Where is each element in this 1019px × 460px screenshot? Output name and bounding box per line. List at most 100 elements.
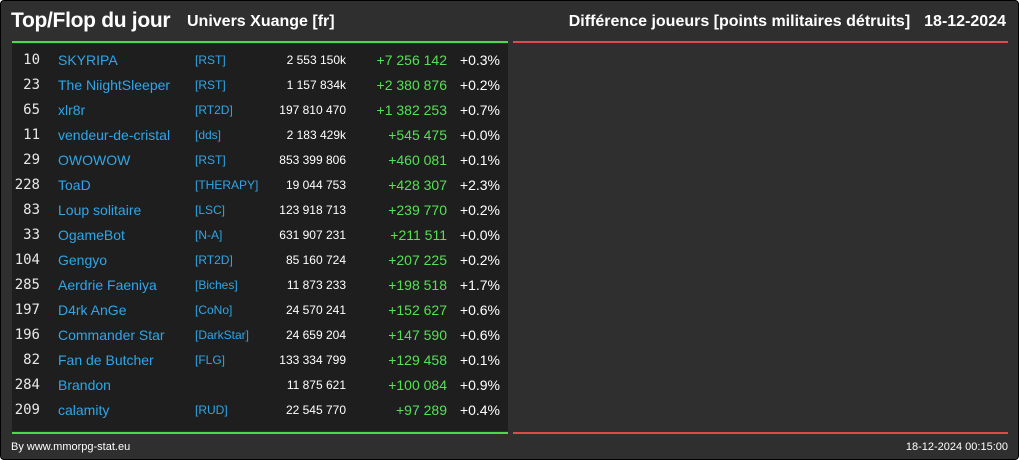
player-name-link[interactable]: The NiightSleeper [58, 77, 171, 93]
player-points: 22 545 770 [285, 403, 346, 417]
player-points: 11 873 233 [286, 278, 346, 292]
player-rank: 209 [14, 402, 40, 418]
points-difference: +198 518 [388, 277, 447, 293]
player-name-link[interactable]: Aerdrie Faeniya [58, 277, 157, 293]
table-row: 65 xlr8r [RT2D] 197 810 470 +1 382 253 +0.7% [12, 98, 508, 123]
player-points: 24 570 241 [285, 303, 346, 317]
alliance-tag-link[interactable]: [dds] [195, 128, 222, 142]
alliance-tag-link[interactable]: [RT2D] [195, 103, 233, 117]
player-points: 853 399 806 [279, 153, 346, 167]
player-points: 2 183 429k [286, 128, 346, 142]
points-difference: +152 627 [388, 302, 447, 318]
header-info: Différence joueurs [points militaires dé… [569, 13, 1006, 31]
footer-timestamp: 18-12-2024 00:15:00 [905, 441, 1008, 453]
percent-change: +0.6% [459, 327, 500, 343]
player-name-link[interactable]: Commander Star [58, 327, 165, 343]
player-points: 123 918 713 [279, 203, 346, 217]
player-points: 19 044 753 [285, 178, 346, 192]
player-rank: 284 [14, 377, 40, 393]
points-difference: +207 225 [388, 252, 447, 268]
player-rank: 228 [14, 177, 40, 193]
player-rank: 197 [14, 302, 40, 318]
player-points: 197 810 470 [279, 103, 346, 117]
bottom-divider-green [12, 432, 508, 434]
player-points: 1 157 834k [286, 78, 346, 92]
player-rank: 82 [23, 352, 40, 368]
alliance-tag-link[interactable]: [Biches] [195, 278, 238, 292]
percent-change: +0.9% [459, 377, 500, 393]
player-name-link[interactable]: ToaD [58, 177, 91, 193]
alliance-tag-link[interactable]: [RST] [195, 53, 226, 67]
alliance-tag-link[interactable]: [N-A] [195, 228, 223, 242]
alliance-tag-link[interactable]: [RST] [195, 78, 226, 92]
player-rank: 11 [23, 127, 40, 143]
alliance-tag-link[interactable]: [LSC] [195, 203, 226, 217]
player-name-link[interactable]: D4rk AnGe [58, 302, 127, 318]
player-name-link[interactable]: vendeur-de-cristal [58, 127, 171, 143]
points-difference: +1 382 253 [376, 102, 447, 118]
percent-change: +0.1% [459, 352, 500, 368]
percent-change: +0.2% [459, 77, 500, 93]
points-difference: +97 289 [396, 402, 447, 418]
points-difference: +147 590 [388, 327, 447, 343]
player-name-link[interactable]: xlr8r [58, 102, 86, 118]
points-difference: +7 256 142 [376, 52, 447, 68]
table-row: 196 Commander Star [DarkStar] 24 659 204 +14… [12, 323, 508, 348]
player-points: 24 659 204 [285, 328, 346, 342]
player-rank: 65 [23, 102, 40, 118]
table-row: 29 OWOWOW [RST] 853 399 806 +460 081 +0.1% [12, 148, 508, 173]
header-date: 18-12-2024 [924, 13, 1006, 30]
player-rank: 10 [23, 52, 40, 68]
player-name-link[interactable]: Loup solitaire [58, 202, 142, 218]
top-players-panel: 10 SKYRIPA [RST] 2 553 150k +7 256 142 +0.3% 2… [12, 44, 508, 431]
top-divider-green [12, 41, 508, 43]
percent-change: +0.7% [459, 102, 500, 118]
table-row: 228 ToaD [THERAPY] 19 044 753 +428 307 +2.3% [12, 173, 508, 198]
player-points: 11 875 621 [286, 378, 346, 392]
points-difference: +2 380 876 [376, 77, 447, 93]
alliance-tag-link[interactable]: [THERAPY] [195, 178, 259, 192]
table-row: 197 D4rk AnGe [CoNo] 24 570 241 +152 627 +0.6… [12, 298, 508, 323]
table-row: 209 calamity [RUD] 22 545 770 +97 289 +0.4% [12, 398, 508, 423]
table-row: 284 Brandon 11 875 621 +100 084 +0.9% [12, 373, 508, 398]
percent-change: +0.1% [459, 152, 500, 168]
bottom-divider-red [513, 432, 1008, 434]
player-rank: 285 [14, 277, 40, 293]
alliance-tag-link[interactable]: [RUD] [195, 403, 228, 417]
table-row: 33 OgameBot [N-A] 631 907 231 +211 511 +0.0% [12, 223, 508, 248]
percent-change: +0.0% [459, 127, 500, 143]
player-rank: 33 [23, 227, 40, 243]
metric-label: Différence joueurs [points militaires dé… [568, 13, 911, 30]
alliance-tag-link[interactable]: [RT2D] [195, 253, 233, 267]
player-name-link[interactable]: Brandon [58, 377, 111, 393]
player-points: 133 334 799 [279, 353, 346, 367]
page-title: Top/Flop du jour [11, 9, 171, 32]
footer-credit[interactable]: By www.mmorpg-stat.eu [11, 441, 131, 453]
player-name-link[interactable]: OgameBot [58, 227, 125, 243]
alliance-tag-link[interactable]: [DarkStar] [195, 328, 250, 342]
player-name-link[interactable]: OWOWOW [58, 152, 131, 168]
percent-change: +0.0% [459, 227, 500, 243]
table-row: 11 vendeur-de-cristal [dds] 2 183 429k +545 … [12, 123, 508, 148]
table-row: 82 Fan de Butcher [FLG] 133 334 799 +129 458… [12, 348, 508, 373]
player-rank: 196 [14, 327, 40, 343]
table-row: 10 SKYRIPA [RST] 2 553 150k +7 256 142 +0.3% [12, 48, 508, 73]
player-name-link[interactable]: calamity [58, 402, 110, 418]
alliance-tag-link[interactable]: [FLG] [195, 353, 226, 367]
percent-change: +2.3% [459, 177, 500, 193]
alliance-tag-link[interactable]: [CoNo] [195, 303, 233, 317]
percent-change: +0.4% [459, 402, 500, 418]
table-row: 104 Gengyo [RT2D] 85 160 724 +207 225 +0.2% [12, 248, 508, 273]
points-difference: +100 084 [388, 377, 447, 393]
player-rank: 83 [23, 202, 40, 218]
player-name-link[interactable]: Fan de Butcher [58, 352, 154, 368]
points-difference: +211 511 [390, 227, 447, 243]
player-rank: 104 [14, 252, 40, 268]
flop-players-panel [513, 44, 1008, 431]
alliance-tag-link[interactable]: [RST] [195, 153, 226, 167]
player-name-link[interactable]: Gengyo [58, 252, 108, 268]
table-row: 23 The NiightSleeper [RST] 1 157 834k +2 380… [12, 73, 508, 98]
player-points: 631 907 231 [279, 228, 346, 242]
player-name-link[interactable]: SKYRIPA [58, 52, 118, 68]
